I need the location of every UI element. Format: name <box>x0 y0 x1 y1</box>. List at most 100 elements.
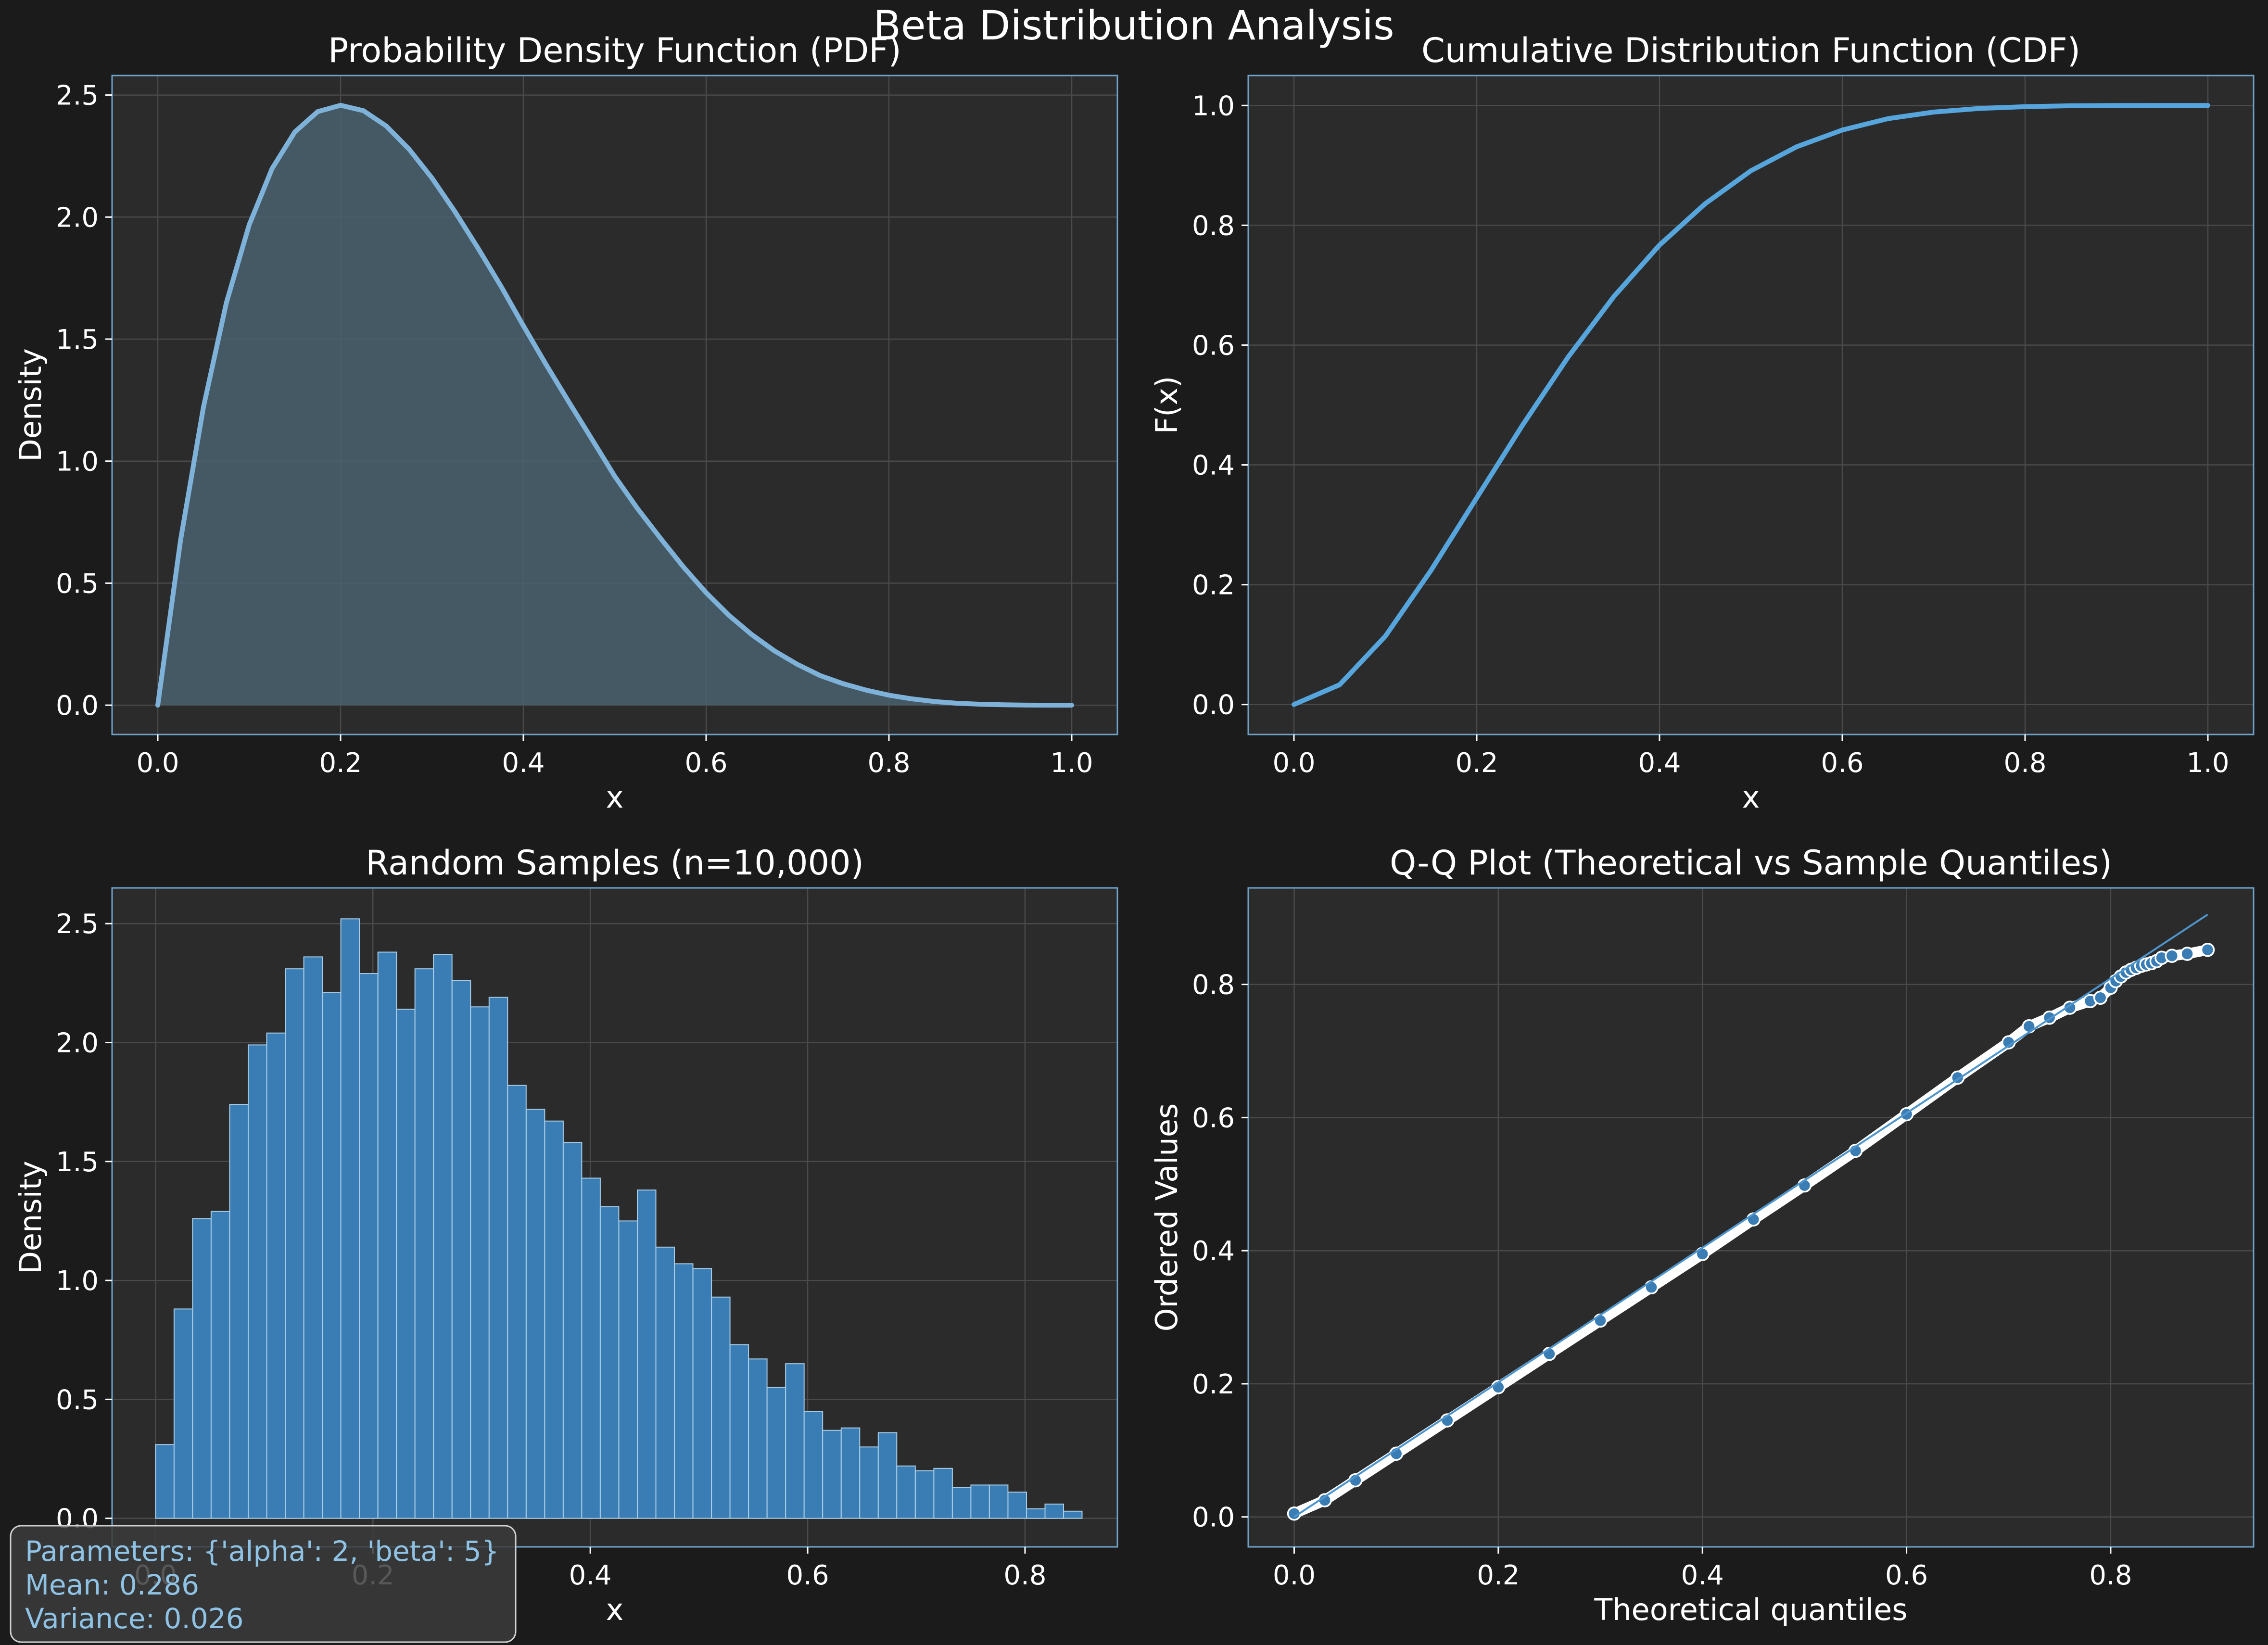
pdf-xtick-label-2: 0.4 <box>502 747 545 779</box>
cdf-xtick-label-1: 0.2 <box>1455 747 1498 779</box>
cdf-ytick-label-2: 0.4 <box>1192 450 1235 481</box>
histogram-bar-17 <box>470 1006 490 1519</box>
qq-ytick-label-1: 0.2 <box>1192 1369 1235 1400</box>
pdf-ytick-label-3: 1.5 <box>56 324 99 355</box>
panel-qq-plot: 0.0 0.2 0.4 0.6 0.8 0.0 0.2 0.4 0.6 0.8 Theoretica… <box>1149 843 2255 1627</box>
qq-xtick-label-2: 0.4 <box>1681 1560 1724 1591</box>
pdf-ytick-label-4: 2.0 <box>56 202 99 233</box>
info-box-background <box>10 1525 517 1643</box>
histogram-bar-28 <box>674 1263 694 1519</box>
histogram-bar-1 <box>173 1308 193 1519</box>
histogram-bar-13 <box>396 1009 416 1519</box>
pdf-ylabel: Density <box>13 348 48 462</box>
histogram-bar-46 <box>1007 1492 1027 1519</box>
qq-point-18 <box>2063 1000 2077 1015</box>
qq-ylabel: Ordered Values <box>1149 1103 1184 1332</box>
pdf-title: Probability Density Function (PDF) <box>328 31 901 70</box>
cdf-title: Cumulative Distribution Function (CDF) <box>1421 31 2080 70</box>
cdf-xtick-label-3: 0.6 <box>1821 747 1863 779</box>
histogram-ytick-label-4: 2.0 <box>56 1027 99 1059</box>
qq-point-8 <box>1644 1280 1659 1295</box>
pdf-ytick-label-2: 1.0 <box>56 446 99 478</box>
panel-histogram: 0.00.20.40.60.80.00.51.01.52.02.5xDensit… <box>13 843 1118 1627</box>
histogram-bar-11 <box>359 973 379 1519</box>
histogram-bar-44 <box>970 1484 990 1519</box>
qq-xtick-label-3: 0.6 <box>1885 1560 1928 1591</box>
histogram-bar-12 <box>377 951 397 1519</box>
qq-spines <box>1247 887 2255 1548</box>
histogram-bar-48 <box>1044 1504 1064 1519</box>
histogram-spines <box>111 887 1118 1548</box>
histogram-ytick-label-5: 2.5 <box>56 909 99 940</box>
cdf-ytick-label-4: 0.8 <box>1192 210 1235 241</box>
histogram-ytick-label-2: 1.0 <box>56 1265 99 1297</box>
histogram-bar-20 <box>525 1109 545 1519</box>
histogram-bar-14 <box>414 968 434 1519</box>
qq-ytick-label-0: 0.0 <box>1192 1502 1235 1533</box>
qq-point-20 <box>2093 990 2108 1005</box>
qq-point-33 <box>2180 947 2194 961</box>
histogram-bar-30 <box>711 1296 731 1519</box>
histogram-bar-45 <box>988 1484 1009 1519</box>
histogram-ylabel: Density <box>13 1161 48 1274</box>
histogram-bar-8 <box>303 956 323 1519</box>
histogram-bar-47 <box>1026 1508 1046 1519</box>
pdf-series-line <box>155 102 1074 708</box>
qq-point-7 <box>1593 1313 1608 1328</box>
qq-xlabel: Theoretical quantiles <box>1594 1592 1907 1627</box>
histogram-bar-22 <box>562 1142 583 1519</box>
pdf-ytick-label-5: 2.5 <box>56 80 99 112</box>
pdf-xtick-label-3: 0.6 <box>684 747 727 779</box>
histogram-xlabel: x <box>606 1592 624 1627</box>
histogram-bar-24 <box>599 1206 620 1519</box>
qq-reference-line <box>1293 913 2208 1518</box>
qq-ytick-label-2: 0.4 <box>1192 1236 1235 1267</box>
histogram-bar-33 <box>766 1387 786 1519</box>
pdf-spines <box>111 75 1118 735</box>
cdf-ytick-label-3: 0.6 <box>1192 330 1235 361</box>
cdf-ylabel: F(x) <box>1149 376 1184 434</box>
histogram-bar-23 <box>581 1177 601 1519</box>
cdf-xtick-label-0: 0.0 <box>1272 747 1315 779</box>
qq-point-16 <box>2022 1019 2036 1034</box>
qq-xtick-label-1: 0.2 <box>1477 1560 1520 1591</box>
histogram-bar-36 <box>822 1430 842 1519</box>
pdf-xtick-label-5: 1.0 <box>1050 747 1093 779</box>
cdf-xlabel: x <box>1742 780 1760 815</box>
histogram-bar-2 <box>192 1218 212 1519</box>
cdf-spines <box>1247 75 2255 735</box>
info-box-variance: Variance: 0.026 <box>25 1602 244 1635</box>
histogram-ytick-label-1: 0.5 <box>56 1384 99 1416</box>
histogram-bar-49 <box>1063 1510 1083 1519</box>
qq-ytick-label-3: 0.6 <box>1192 1102 1235 1134</box>
histogram-xtick-label-3: 0.6 <box>786 1560 829 1591</box>
cdf-ytick-label-0: 0.0 <box>1192 690 1235 721</box>
histogram-bar-9 <box>322 992 342 1519</box>
qq-point-34 <box>2200 942 2215 957</box>
cdf-series-line <box>1292 103 2210 707</box>
panel-cdf: 0.0 0.2 0.4 0.6 0.8 1.0 0.0 0.2 0.4 0.6 0.8 1.0 x F(x… <box>1149 31 2255 815</box>
info-box-parameters: Parameters: {'alpha': 2, 'beta': 5} <box>25 1535 499 1568</box>
info-box: Parameters: {'alpha': 2, 'beta': 5} Mean… <box>10 1525 517 1643</box>
histogram-bar-26 <box>637 1189 657 1519</box>
cdf-xtick-label-2: 0.4 <box>1638 747 1681 779</box>
figure-suptitle: Beta Distribution Analysis <box>873 2 1394 49</box>
histogram-bar-7 <box>285 968 304 1519</box>
histogram-xtick-label-4: 0.8 <box>1003 1560 1046 1591</box>
histogram-bar-41 <box>914 1470 935 1519</box>
histogram-bar-3 <box>210 1211 230 1519</box>
histogram-bar-16 <box>451 980 471 1519</box>
histogram-bar-5 <box>248 1044 267 1519</box>
histogram-bar-25 <box>618 1220 638 1519</box>
cdf-xtick-label-5: 1.0 <box>2186 747 2229 779</box>
pdf-xlabel: x <box>606 780 624 815</box>
qq-xtick-label-4: 0.8 <box>2089 1560 2132 1591</box>
histogram-bar-10 <box>340 918 360 1519</box>
histogram-bar-42 <box>933 1468 953 1519</box>
histogram-bar-35 <box>803 1411 824 1519</box>
histogram-bar-15 <box>433 954 453 1519</box>
histogram-bar-37 <box>840 1427 861 1519</box>
cdf-ytick-label-1: 0.2 <box>1192 570 1235 601</box>
histogram-bar-38 <box>859 1446 879 1519</box>
